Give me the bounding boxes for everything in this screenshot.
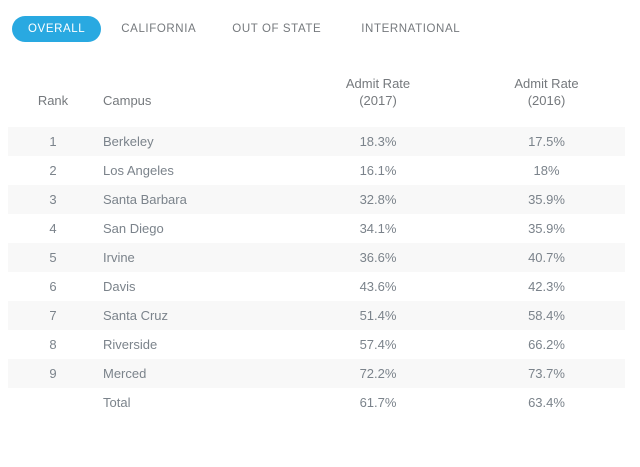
rate-2016-cell: 73.7%: [528, 366, 565, 381]
campus-cell: Los Angeles: [103, 163, 174, 178]
column-header-line: Admit Rate: [345, 76, 411, 91]
rate-2017-cell: 34.1%: [359, 221, 397, 236]
rank-cell: 3: [49, 192, 57, 207]
column-header-line: (2016): [527, 93, 566, 108]
tab-bar: OVERALL CALIFORNIA OUT OF STATE INTERNAT…: [12, 15, 640, 43]
column-header-admit-rate-2016: Admit Rate (2016): [468, 75, 625, 127]
rate-2016-cell: 18%: [533, 163, 560, 178]
rank-cell: 6: [49, 279, 57, 294]
rank-cell: 8: [49, 337, 57, 352]
rate-2017-cell: 57.4%: [359, 337, 397, 352]
tab-out-of-state[interactable]: OUT OF STATE: [232, 23, 322, 35]
table-row: 2 Los Angeles 16.1% 18%: [8, 156, 625, 185]
table-row: 8 Riverside 57.4% 66.2%: [8, 330, 625, 359]
rank-cell: 5: [49, 250, 57, 265]
admit-rate-table: Rank Campus Admit Rate (2017) Admit Rate…: [8, 75, 625, 417]
column-header-campus: Campus: [103, 93, 152, 108]
rate-2016-cell: 58.4%: [528, 308, 565, 323]
campus-cell: Irvine: [103, 250, 135, 265]
rate-2016-cell: 35.9%: [528, 221, 565, 236]
rate-2016-cell: 40.7%: [528, 250, 565, 265]
column-header-rank: Rank: [37, 93, 69, 108]
tab-california[interactable]: CALIFORNIA: [121, 23, 197, 35]
campus-cell: Total: [103, 395, 131, 410]
rank-cell: [8, 388, 98, 417]
rate-2017-cell: 61.7%: [359, 395, 397, 410]
rate-2017-cell: 16.1%: [359, 163, 397, 178]
campus-cell: Merced: [103, 366, 147, 381]
campus-cell: Berkeley: [103, 134, 154, 149]
rate-2017-cell: 51.4%: [359, 308, 397, 323]
table-row: 4 San Diego 34.1% 35.9%: [8, 214, 625, 243]
column-header-line: Admit Rate: [514, 76, 579, 91]
tab-international[interactable]: INTERNATIONAL: [361, 23, 461, 35]
rate-2017-cell: 18.3%: [359, 134, 397, 149]
column-header-line: (2017): [359, 93, 397, 108]
rate-2016-cell: 66.2%: [528, 337, 565, 352]
campus-cell: Santa Cruz: [103, 308, 169, 323]
table-row: 1 Berkeley 18.3% 17.5%: [8, 127, 625, 156]
table-row: 5 Irvine 36.6% 40.7%: [8, 243, 625, 272]
table-body: 1 Berkeley 18.3% 17.5% 2 Los Angeles 16.…: [8, 127, 625, 417]
table-row: 9 Merced 72.2% 73.7%: [8, 359, 625, 388]
table-row: Total 61.7% 63.4%: [8, 388, 625, 417]
campus-cell: San Diego: [103, 221, 164, 236]
rate-2016-cell: 63.4%: [528, 395, 565, 410]
rank-cell: 7: [49, 308, 57, 323]
tab-overall[interactable]: OVERALL: [12, 16, 102, 42]
rate-2017-cell: 36.6%: [359, 250, 397, 265]
rank-cell: 2: [49, 163, 57, 178]
campus-cell: Santa Barbara: [103, 192, 187, 207]
rate-2017-cell: 32.8%: [359, 192, 397, 207]
campus-cell: Riverside: [103, 337, 158, 352]
campus-cell: Davis: [103, 279, 136, 294]
rank-cell: 9: [49, 366, 57, 381]
rate-2017-cell: 43.6%: [359, 279, 397, 294]
table-row: 6 Davis 43.6% 42.3%: [8, 272, 625, 301]
rank-cell: 1: [49, 134, 57, 149]
rank-cell: 4: [49, 221, 57, 236]
rate-2016-cell: 35.9%: [528, 192, 565, 207]
table-header-row: Rank Campus Admit Rate (2017) Admit Rate…: [8, 75, 625, 127]
rate-2016-cell: 42.3%: [528, 279, 565, 294]
table-row: 7 Santa Cruz 51.4% 58.4%: [8, 301, 625, 330]
rate-2016-cell: 17.5%: [528, 134, 565, 149]
table-row: 3 Santa Barbara 32.8% 35.9%: [8, 185, 625, 214]
rate-2017-cell: 72.2%: [359, 366, 397, 381]
column-header-admit-rate-2017: Admit Rate (2017): [288, 75, 468, 127]
